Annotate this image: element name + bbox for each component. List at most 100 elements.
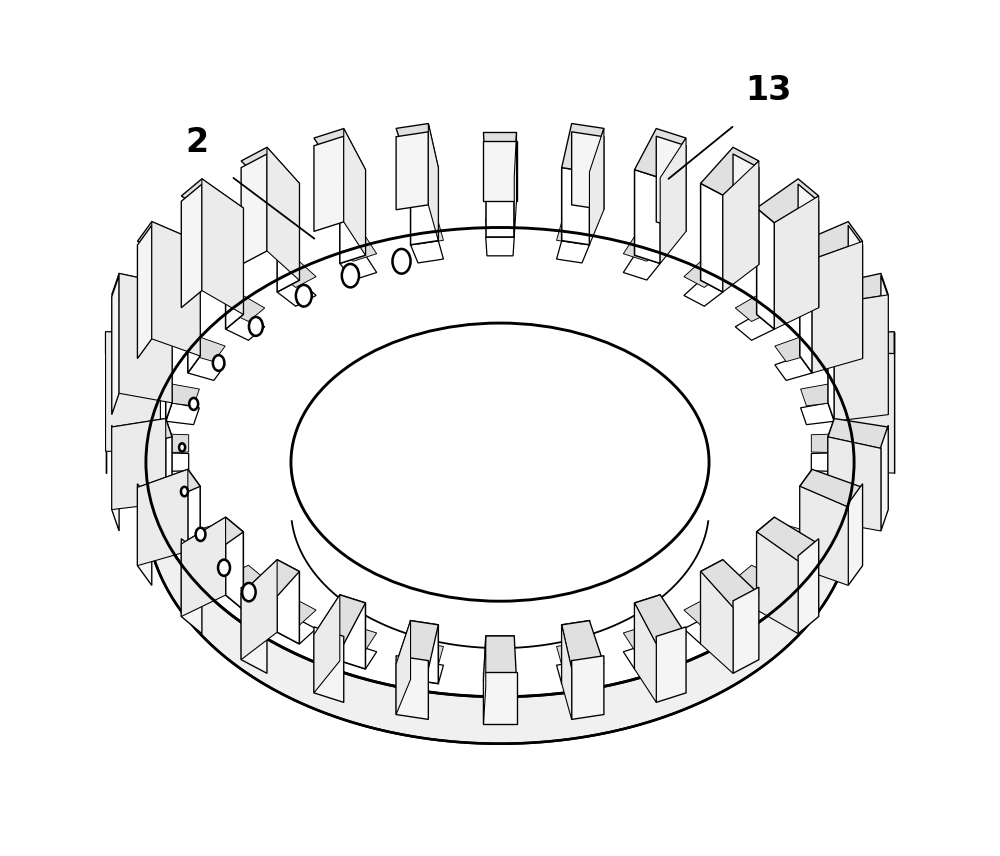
Polygon shape: [483, 133, 517, 177]
Polygon shape: [226, 584, 265, 609]
Polygon shape: [486, 650, 514, 669]
Polygon shape: [428, 123, 438, 241]
Polygon shape: [411, 168, 438, 245]
Polygon shape: [735, 314, 774, 341]
Polygon shape: [798, 538, 819, 633]
Polygon shape: [834, 294, 888, 421]
Polygon shape: [623, 255, 660, 280]
Polygon shape: [733, 587, 759, 674]
Polygon shape: [635, 169, 660, 264]
Polygon shape: [811, 434, 840, 453]
Polygon shape: [562, 123, 604, 172]
Polygon shape: [241, 147, 299, 195]
Polygon shape: [188, 469, 200, 568]
Polygon shape: [340, 626, 377, 651]
Polygon shape: [775, 544, 812, 568]
Polygon shape: [800, 242, 812, 373]
Polygon shape: [775, 525, 812, 550]
Polygon shape: [801, 500, 834, 521]
Polygon shape: [572, 656, 604, 719]
Polygon shape: [656, 627, 686, 703]
Polygon shape: [735, 295, 774, 322]
Polygon shape: [166, 285, 172, 421]
Polygon shape: [277, 183, 299, 292]
Polygon shape: [562, 621, 604, 669]
Polygon shape: [623, 626, 660, 651]
Polygon shape: [166, 500, 199, 521]
Polygon shape: [486, 177, 514, 237]
Polygon shape: [684, 262, 723, 288]
Polygon shape: [226, 295, 265, 322]
Polygon shape: [112, 419, 172, 449]
Polygon shape: [557, 241, 589, 263]
Polygon shape: [160, 434, 189, 453]
Ellipse shape: [293, 324, 707, 600]
Polygon shape: [562, 625, 572, 719]
Polygon shape: [112, 419, 166, 509]
Polygon shape: [483, 141, 517, 201]
Ellipse shape: [189, 398, 198, 410]
Polygon shape: [146, 462, 854, 744]
Ellipse shape: [213, 355, 224, 371]
Polygon shape: [396, 656, 428, 719]
Polygon shape: [166, 481, 199, 502]
Polygon shape: [701, 572, 733, 674]
Polygon shape: [314, 136, 344, 231]
Polygon shape: [735, 565, 774, 591]
Polygon shape: [119, 273, 172, 403]
Ellipse shape: [181, 487, 188, 496]
Polygon shape: [340, 236, 377, 261]
Polygon shape: [798, 184, 819, 307]
Polygon shape: [181, 517, 226, 616]
Polygon shape: [137, 469, 200, 507]
Polygon shape: [181, 179, 243, 223]
Polygon shape: [811, 453, 840, 472]
Polygon shape: [396, 123, 438, 172]
Polygon shape: [160, 453, 189, 472]
Polygon shape: [840, 352, 894, 473]
Polygon shape: [166, 419, 172, 521]
Polygon shape: [684, 599, 723, 625]
Polygon shape: [635, 128, 686, 178]
Polygon shape: [723, 161, 759, 292]
Polygon shape: [757, 532, 798, 633]
Polygon shape: [635, 595, 686, 644]
Polygon shape: [701, 183, 723, 292]
Polygon shape: [572, 132, 604, 210]
Polygon shape: [202, 179, 243, 314]
Polygon shape: [314, 595, 340, 693]
Polygon shape: [557, 222, 589, 244]
Polygon shape: [396, 621, 411, 715]
Polygon shape: [774, 196, 819, 330]
Polygon shape: [241, 587, 267, 674]
Polygon shape: [828, 419, 834, 521]
Polygon shape: [483, 672, 517, 723]
Polygon shape: [701, 560, 759, 608]
Polygon shape: [411, 621, 438, 684]
Polygon shape: [800, 469, 863, 507]
Polygon shape: [733, 154, 759, 265]
Polygon shape: [152, 222, 200, 356]
Polygon shape: [166, 403, 199, 425]
Polygon shape: [660, 138, 686, 264]
Polygon shape: [112, 425, 119, 531]
Ellipse shape: [296, 285, 312, 306]
Ellipse shape: [242, 583, 256, 601]
Polygon shape: [241, 560, 299, 608]
Polygon shape: [840, 332, 894, 354]
Polygon shape: [848, 484, 863, 586]
Polygon shape: [267, 147, 299, 280]
Polygon shape: [557, 662, 589, 684]
Text: 13: 13: [746, 74, 792, 108]
Polygon shape: [828, 419, 888, 449]
Polygon shape: [735, 584, 774, 609]
Polygon shape: [112, 276, 119, 414]
Polygon shape: [411, 643, 443, 665]
Polygon shape: [562, 168, 589, 245]
Polygon shape: [340, 645, 377, 669]
Polygon shape: [188, 337, 225, 361]
Polygon shape: [828, 285, 834, 421]
Polygon shape: [396, 621, 438, 669]
Polygon shape: [828, 437, 881, 531]
Ellipse shape: [342, 264, 359, 288]
